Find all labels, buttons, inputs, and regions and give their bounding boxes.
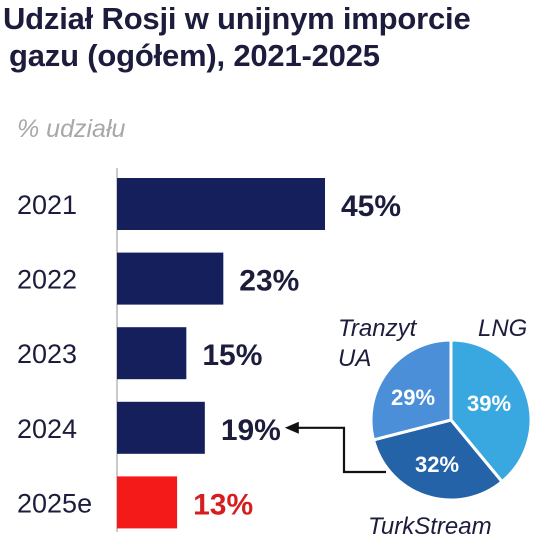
chart-title: Udział Rosji w unijnym imporcie gazu (og…: [3, 0, 471, 74]
pie-label-tranzyt-ua: 29%: [391, 385, 435, 410]
pie-pointer-arrowhead: [284, 421, 299, 434]
pie-name-tranzyt-ua: Tranzyt UA: [338, 315, 418, 372]
category-label-2021: 2021: [17, 190, 77, 220]
unit-label: % udziału: [17, 115, 126, 143]
bar-2025e: [117, 476, 178, 529]
bar-2024: [117, 401, 205, 454]
value-label-2022: 23%: [239, 265, 299, 298]
bar-2021: [117, 178, 325, 230]
bar-2023: [117, 327, 187, 380]
pie-pointer-line: [296, 426, 386, 474]
value-label-2024: 19%: [221, 414, 281, 447]
pie-slice-turkstream: [372, 418, 504, 502]
pie-name-turkstream: TurkStream: [368, 513, 492, 540]
value-label-2021: 45%: [341, 190, 401, 223]
pie-name-lng: LNG: [478, 315, 527, 342]
pie-label-turkstream: 32%: [415, 452, 459, 477]
category-label-2025e: 2025e: [17, 488, 92, 518]
value-label-2025e: 13%: [193, 488, 253, 521]
category-label-2024: 2024: [17, 414, 77, 444]
category-label-2023: 2023: [17, 339, 77, 369]
pie-slice-tranzyt-ua: [369, 338, 453, 442]
value-label-2023: 15%: [202, 339, 262, 372]
pie-label-lng: 39%: [467, 391, 511, 416]
chart-title-line-1: Udział Rosji w unijnym imporcie: [3, 1, 471, 36]
category-label-2022: 2022: [17, 265, 77, 295]
bar-2022: [117, 252, 224, 305]
chart-title-line-2: gazu (ogółem), 2021-2025: [9, 38, 380, 73]
pie-slice-lng: [449, 338, 533, 484]
